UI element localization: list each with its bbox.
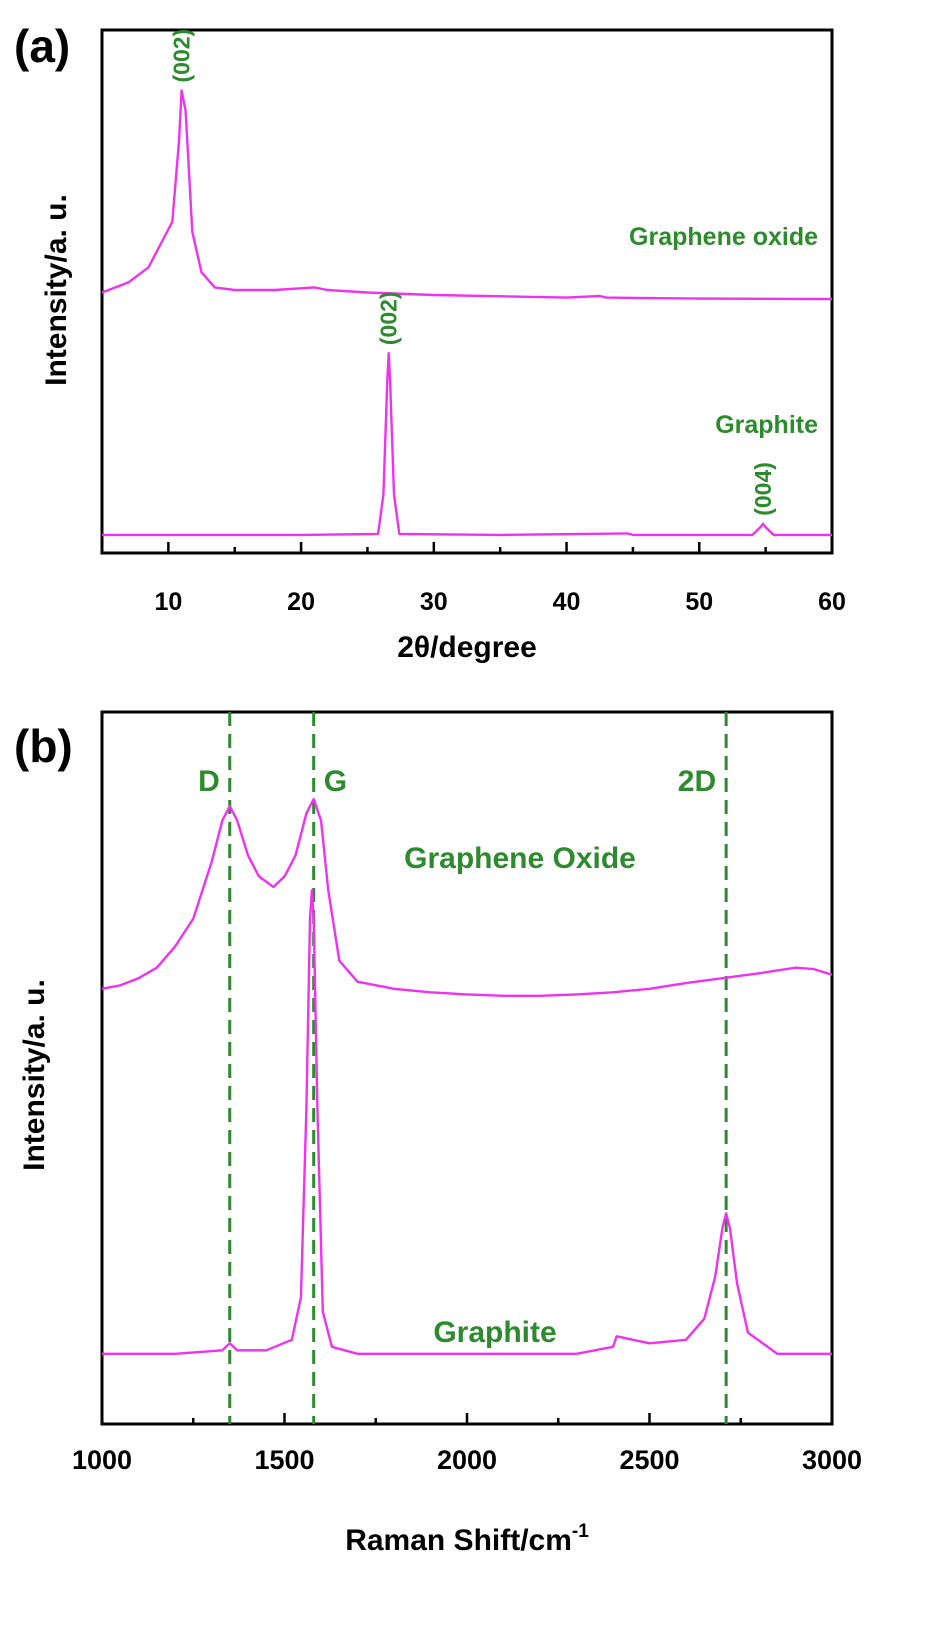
series-label-graphite-xrd: Graphite — [715, 411, 818, 439]
series-line-graphite-raman — [102, 889, 832, 1355]
panel-a-x-axis-title: 2θ/degree — [397, 631, 537, 664]
panel-b: (b) 1000 1500 2000 2500 3000 D G 2D Graphene… — [14, 710, 862, 1557]
x-tick-label-20: 20 — [287, 588, 315, 616]
x-tick-label-1500: 1500 — [254, 1445, 314, 1475]
x-tick-label-40: 40 — [553, 588, 581, 616]
panel-b-x-axis-title: Raman Shift/cm-1 — [345, 1521, 589, 1557]
panel-b-x-tick-labels: 1000 1500 2000 2500 3000 — [72, 1445, 862, 1475]
panel-a-series — [101, 89, 833, 537]
x-tick-label-50: 50 — [685, 588, 713, 616]
panel-b-x-ticks — [100, 1413, 834, 1424]
panel-b-y-axis-title: Intensity/a. u. — [18, 979, 51, 1171]
panel-b-x-axis-title-main: Raman Shift/cm — [345, 1524, 572, 1557]
series-line-graphite-xrd — [102, 351, 832, 537]
band-label-g: G — [324, 765, 347, 798]
x-tick-label-60: 60 — [818, 588, 846, 616]
panel-a-y-axis-title: Intensity/a. u. — [40, 194, 73, 386]
band-label-d: D — [198, 765, 220, 798]
x-tick-label-2000: 2000 — [437, 1445, 497, 1475]
band-label-2d: 2D — [678, 765, 716, 798]
x-tick-label-10: 10 — [154, 588, 182, 616]
panel-a: (a) 10 20 30 40 50 60 (002) (002) (004) Graph… — [14, 20, 846, 664]
panel-b-x-axis-title-superscript: -1 — [572, 1521, 589, 1542]
panel-b-series — [101, 798, 833, 1355]
series-label-graphene-oxide-xrd: Graphene oxide — [629, 223, 818, 251]
panel-a-x-ticks — [100, 542, 834, 553]
x-tick-label-1000: 1000 — [72, 1445, 132, 1475]
series-label-graphene-oxide-raman: Graphene Oxide — [404, 842, 636, 875]
peak-label-002-graphite: (002) — [376, 291, 402, 345]
series-label-graphite-raman: Graphite — [433, 1316, 556, 1349]
series-line-graphene-oxide-raman — [101, 798, 833, 997]
panel-a-x-tick-labels: 10 20 30 40 50 60 — [154, 588, 845, 616]
series-line-graphene-oxide-xrd — [101, 89, 833, 301]
panel-b-letter: (b) — [14, 720, 73, 772]
panel-a-plot-frame — [100, 28, 834, 555]
peak-label-004-graphite: (004) — [750, 462, 776, 516]
x-tick-label-30: 30 — [420, 588, 448, 616]
panel-b-reference-lines — [228, 712, 728, 1424]
panel-a-letter: (a) — [14, 20, 70, 72]
x-tick-label-2500: 2500 — [619, 1445, 679, 1475]
peak-label-002-graphene-oxide: (002) — [169, 29, 195, 83]
x-tick-label-3000: 3000 — [802, 1445, 862, 1475]
